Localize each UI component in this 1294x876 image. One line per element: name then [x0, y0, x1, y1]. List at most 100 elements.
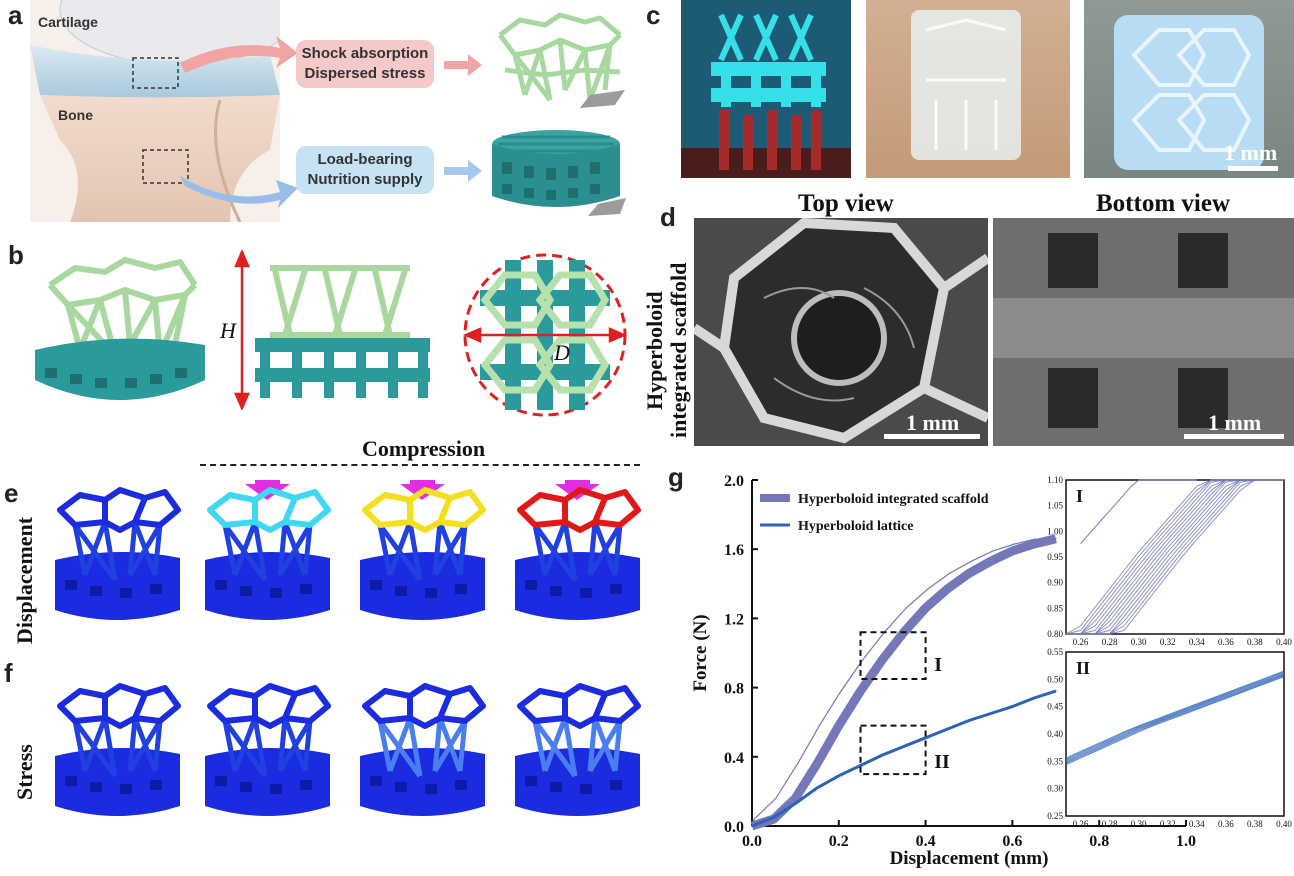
y-tick-label: 2.0 — [724, 473, 744, 490]
bone-label: Bone — [58, 107, 93, 123]
inset-II-curve — [1065, 673, 1285, 763]
compression-dashed-line — [200, 464, 640, 466]
inset-II-y-tick: 0.25 — [1047, 811, 1063, 821]
inset-I-x-tick: 0.40 — [1276, 637, 1292, 647]
y-axis-label: Force (N) — [690, 614, 711, 691]
y-tick-label: 0.4 — [724, 750, 744, 767]
load-bearing-box: Load-bearing Nutrition supply — [296, 146, 434, 194]
series-1-point — [859, 690, 862, 692]
inset-II-x-tick: 0.38 — [1247, 819, 1263, 829]
series-1-point — [1033, 543, 1035, 545]
x-tick-label: 0.8 — [1089, 833, 1109, 850]
small-arrow-bottom-icon — [444, 160, 482, 182]
stress-lattice-1 — [55, 683, 181, 816]
inset-I-y-tick: 1.00 — [1047, 526, 1063, 536]
inset-I-y-tick: 0.95 — [1047, 552, 1063, 562]
series-2-point — [989, 712, 992, 715]
series-2-point — [968, 719, 970, 722]
x-tick-label: 1.0 — [1176, 833, 1196, 850]
inset-II-x-tick: 0.40 — [1276, 819, 1292, 829]
x-tick-label: 0.2 — [829, 833, 849, 850]
displacement-row-label: Displacement — [12, 516, 37, 644]
diameter-dimension-view — [462, 253, 628, 417]
diameter-symbol: D — [554, 340, 570, 365]
nutrition-supply-text: Nutrition supply — [307, 171, 423, 188]
panel-label-a: a — [8, 0, 23, 30]
y-tick-label: 1.6 — [724, 542, 744, 559]
panel-label-d: d — [660, 202, 676, 232]
shock-absorption-box: Shock absorption Dispersed stress — [296, 40, 434, 88]
stress-lattice-2 — [205, 683, 331, 816]
small-arrow-top-icon — [444, 54, 482, 76]
bottom-view-title: Bottom view — [1096, 190, 1230, 217]
inset-I-y-tick: 1.10 — [1047, 475, 1063, 485]
inset-II-y-tick: 0.45 — [1047, 702, 1063, 712]
inset-I-y-tick: 0.90 — [1047, 578, 1063, 588]
inset-I-x-tick: 0.28 — [1102, 637, 1118, 647]
series-1-point — [794, 797, 797, 800]
series-1-point — [838, 724, 840, 727]
series-1-point — [946, 588, 949, 590]
inset-I-x-tick: 0.38 — [1247, 637, 1263, 647]
compression-title: Compression — [362, 436, 486, 461]
y-tick-label: 1.2 — [724, 611, 744, 628]
series-1-point — [1011, 550, 1014, 552]
series-line-1 — [750, 534, 1057, 831]
x-tick-label: 0.4 — [916, 833, 936, 850]
inset-I-outlier-curve — [1080, 479, 1197, 545]
scale-label-d-left: 1 mm — [906, 410, 960, 435]
inset-II-x-tick: 0.30 — [1131, 819, 1147, 829]
panel-label-f: f — [4, 658, 13, 688]
series-2-point — [903, 745, 905, 748]
annotation-I: I — [934, 654, 942, 676]
inset-II-x-tick: 0.32 — [1160, 819, 1176, 829]
hyperboloid-lattice-render — [498, 12, 625, 108]
inset-II-curve — [1065, 670, 1285, 759]
inset-II-y-tick: 0.50 — [1047, 674, 1063, 684]
inset-II-curve — [1065, 675, 1285, 764]
series-line-1-outlier — [751, 538, 1037, 827]
height-symbol: H — [220, 318, 236, 343]
inset-II-x-tick: 0.26 — [1073, 819, 1089, 829]
series-2-point — [838, 775, 840, 777]
displacement-lattice-2 — [205, 480, 331, 620]
stress-row-label: Stress — [12, 744, 37, 800]
scale-label-d-right: 1 mm — [1208, 410, 1262, 435]
inset-II-y-tick: 0.55 — [1047, 647, 1063, 657]
panel-label-b: b — [8, 240, 24, 270]
series-1-point — [816, 762, 818, 765]
series-2-point — [924, 736, 927, 739]
legend-label-1: Hyperboloid integrated scaffold — [798, 492, 989, 507]
inset-II-curve — [1065, 672, 1285, 762]
shock-absorption-text: Shock absorption — [301, 45, 429, 62]
side-label-line2: integrated scaffold — [666, 262, 691, 438]
inset-I-y-tick: 0.80 — [1047, 629, 1063, 639]
top-view-title: Top view — [798, 190, 894, 217]
series-2-point — [1033, 697, 1035, 699]
inset-II-curve — [1065, 671, 1285, 760]
inset-label-I: I — [1076, 486, 1083, 506]
series-2-point — [816, 787, 818, 789]
inset-II-x-tick: 0.36 — [1218, 819, 1234, 829]
cartilage-label: Cartilage — [38, 14, 98, 30]
panel-label-g: g — [668, 462, 684, 492]
integrated-scaffold-render — [35, 257, 205, 400]
grid-scaffold-render — [492, 130, 626, 216]
arrow-bottom-icon — [180, 176, 298, 208]
series-1-point — [989, 560, 992, 563]
load-bearing-text: Load-bearing — [317, 151, 413, 168]
series-2-point — [751, 825, 753, 827]
scale-bar-d-right — [1184, 434, 1284, 439]
series-2-point — [1011, 705, 1014, 708]
x-axis-label: Displacement (mm) — [890, 848, 1049, 869]
series-line-2 — [751, 689, 1057, 828]
inset-II-y-tick: 0.40 — [1047, 729, 1063, 739]
arrow-top-icon — [180, 36, 298, 73]
inset-I-x-tick: 0.26 — [1073, 637, 1089, 647]
series-1-point — [924, 607, 927, 609]
inset-II-y-tick: 0.30 — [1047, 784, 1063, 794]
displacement-lattice-3 — [360, 480, 486, 620]
scale-label-c: 1 mm — [1224, 140, 1278, 165]
x-tick-label: 0.6 — [1002, 833, 1022, 850]
inset-II-x-tick: 0.34 — [1189, 819, 1205, 829]
